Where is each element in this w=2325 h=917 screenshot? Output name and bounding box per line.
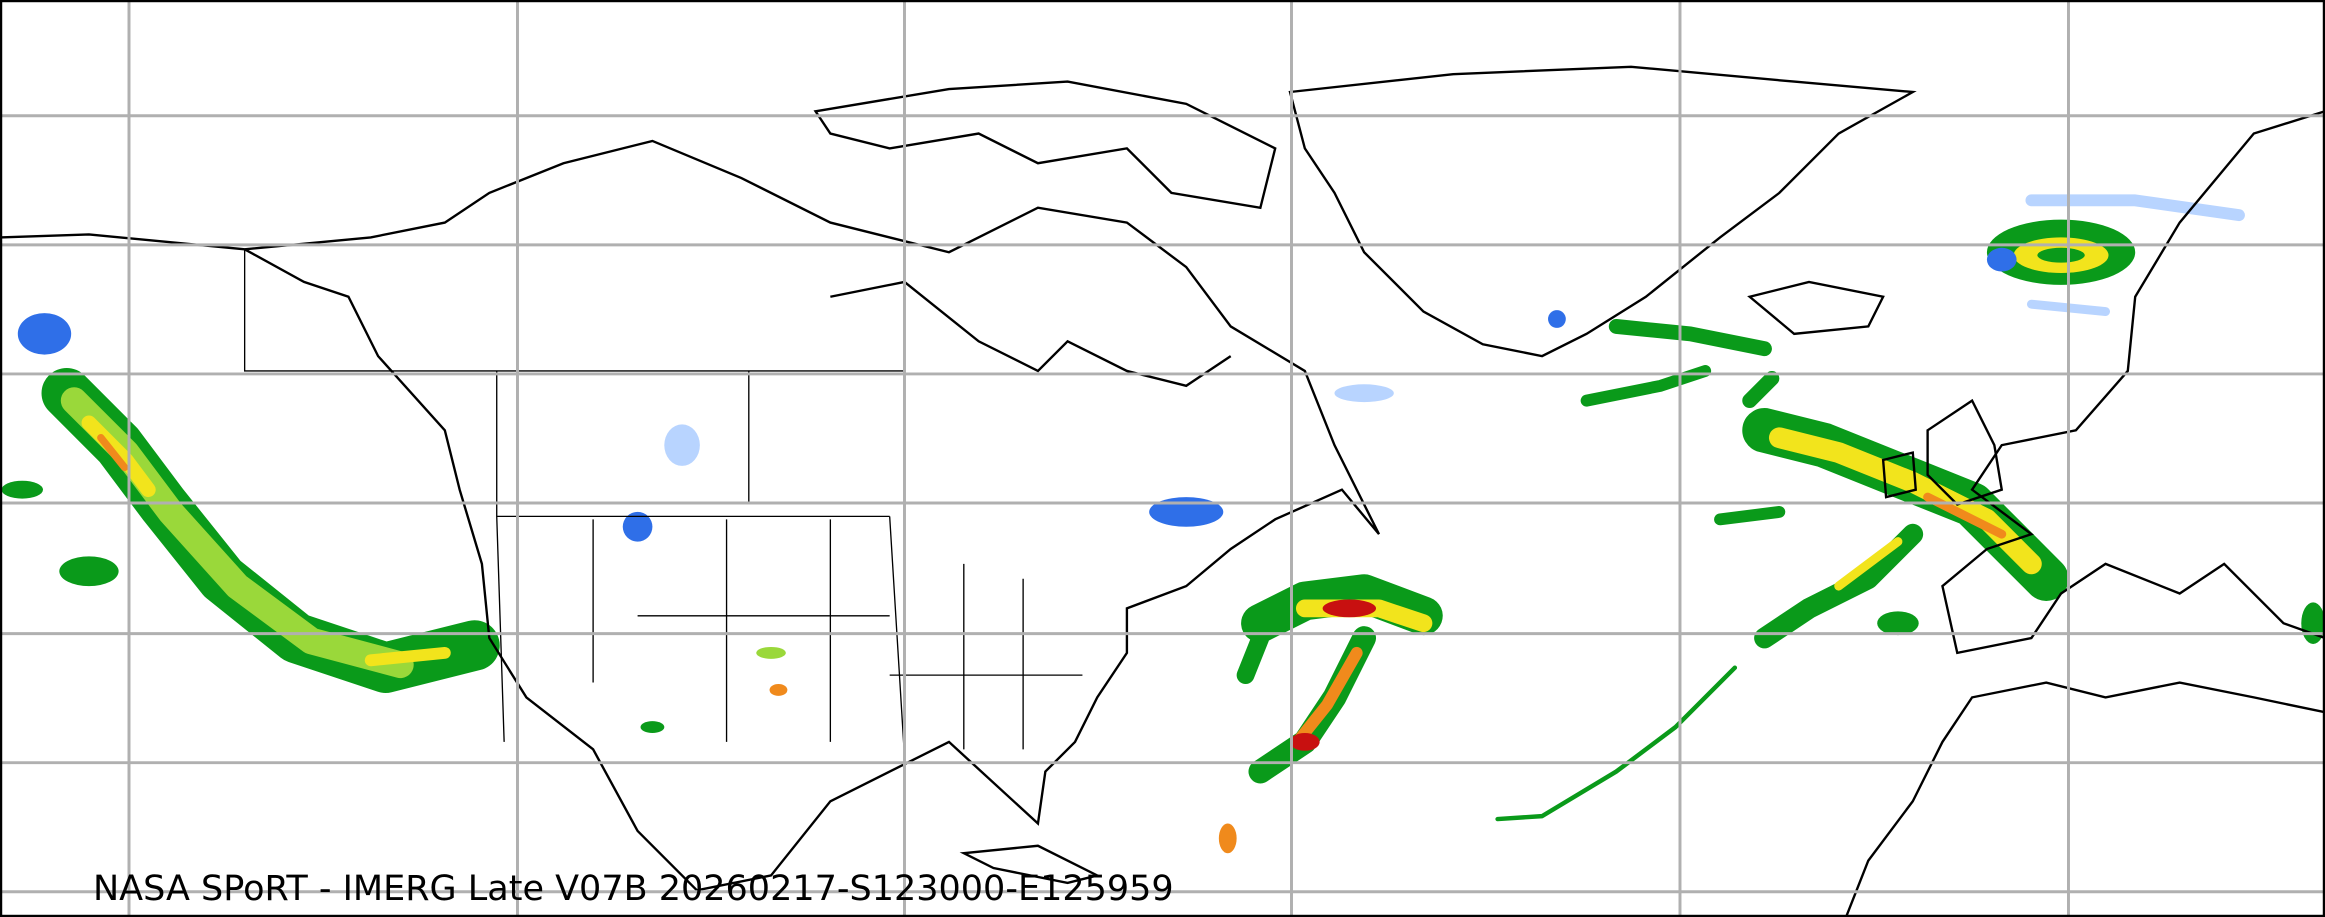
precipitation-area (1877, 611, 1919, 636)
precipitation-area (364, 646, 451, 667)
precipitation-layer (1, 194, 2325, 854)
precipitation-area (1322, 599, 1377, 618)
precipitation-area (1291, 646, 1363, 748)
precipitation-area (60, 387, 414, 679)
precipitation-area (622, 511, 653, 542)
precipitation-area (97, 434, 129, 472)
precipitation-area (59, 556, 119, 587)
north-america-coastline (0, 139, 1381, 892)
precipitation-area (769, 684, 788, 696)
arctic-islands-coastline (813, 80, 1277, 210)
precipitation-area (1218, 823, 1237, 854)
africa-coastline (1844, 681, 2325, 917)
map-caption: NASA SPoRT - IMERG Late V07B 20260217-S1… (93, 869, 1174, 909)
precipitation-area (1714, 505, 1786, 526)
precipitation-area (1580, 365, 1712, 407)
precipitation-area (2037, 247, 2085, 263)
precipitation-area (1986, 247, 2017, 272)
british-isles-coastline (1881, 398, 2004, 506)
hudson-bay-coastline (830, 280, 1232, 388)
precipitation-area (2025, 194, 2245, 222)
iceland-coastline (1747, 280, 1885, 336)
europe-coastline (1941, 110, 2325, 655)
precipitation-area (1754, 523, 1924, 649)
precipitation-area (1290, 733, 1320, 751)
precipitation-area (1495, 665, 1738, 822)
coastlines (0, 65, 2325, 917)
precipitation-area (1236, 629, 1270, 685)
precipitation-area (1742, 370, 1780, 409)
precipitation-area (17, 313, 72, 355)
precipitation-area (1608, 319, 1772, 357)
precipitation-area (1, 480, 44, 499)
cuba-coastline (959, 844, 1101, 885)
precipitation-area (756, 646, 786, 659)
precipitation-area (1834, 537, 1903, 591)
greenland-coastline (1288, 65, 1917, 358)
precipitation-area (1548, 310, 1566, 328)
precipitation-area (664, 424, 700, 466)
precipitation-area (640, 721, 665, 734)
precipitation-area (1334, 384, 1394, 403)
